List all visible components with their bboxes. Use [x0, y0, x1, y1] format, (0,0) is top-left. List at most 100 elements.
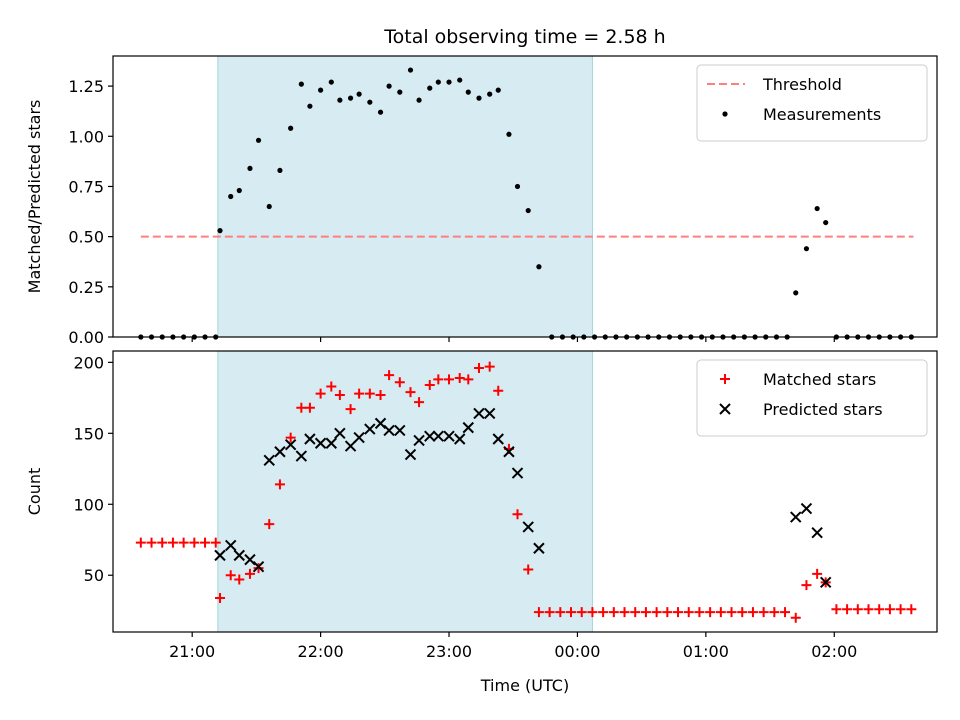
measurement-point — [435, 79, 441, 85]
axes-frame — [112, 55, 938, 338]
matched-star-point — [384, 370, 395, 381]
matched-star-point — [651, 607, 662, 618]
bottom-panel: 50 100 150 200 21:00 22:00 23:00 00:00 01:00 02:0… — [25, 350, 938, 695]
legend: Matched stars Predicted stars — [696, 359, 928, 437]
x-tick-label: 00:00 — [554, 642, 600, 661]
y-tick-label: 100 — [73, 495, 104, 514]
matched-star-point — [304, 402, 315, 413]
predicted-star-point — [274, 446, 286, 458]
matched-star-point — [555, 607, 566, 618]
matched-star-point — [747, 607, 758, 618]
predicted-star-point — [404, 448, 417, 461]
measurement-point — [793, 290, 799, 296]
measurement-point — [823, 219, 829, 226]
measurement-point — [367, 99, 373, 105]
matched-star-point — [737, 607, 748, 618]
predicted-star-point — [284, 438, 297, 451]
measurement-point — [495, 87, 501, 93]
predicted-star-point — [462, 421, 474, 434]
predicted-star-point — [413, 434, 425, 447]
matched-star-point — [146, 537, 157, 548]
matched-star-point — [790, 612, 801, 623]
measurement-point — [217, 228, 223, 234]
measurement-point — [803, 246, 810, 252]
predicted-star-point — [454, 433, 466, 445]
matched-star-point — [315, 388, 326, 399]
matched-star-point — [225, 570, 236, 581]
matched-star-point — [533, 607, 544, 618]
predicted-star-point — [295, 450, 308, 462]
matched-star-point — [454, 372, 465, 383]
matched-star-point — [375, 389, 386, 400]
predicted-star-point — [225, 539, 237, 552]
matched-star-point — [544, 607, 555, 618]
predicted-star-point — [533, 542, 545, 554]
legend-box — [696, 64, 928, 142]
chart-title: Total observing time = 2.58 h — [383, 26, 665, 48]
measurement-point — [356, 91, 362, 97]
predicted-star-point — [432, 430, 445, 442]
matched-star-point — [463, 374, 474, 385]
matched-star-point — [758, 607, 769, 618]
observing-window-shading — [217, 55, 593, 338]
predicted-star-point — [244, 553, 256, 566]
matched-star-point — [619, 607, 630, 618]
y-axis-label: Matched/Predicted stars — [25, 100, 44, 294]
matched-star-point — [326, 381, 337, 392]
matched-star-point — [673, 607, 684, 618]
x-axis-label: Time (UTC) — [480, 676, 569, 695]
predicted-star-point — [424, 430, 436, 442]
matched-star-point — [394, 377, 405, 388]
legend-predicted-swatch — [719, 403, 731, 415]
matched-star-point — [694, 607, 705, 618]
x-tick-label: 21:00 — [169, 642, 215, 661]
y-axis-label: Count — [25, 468, 44, 516]
matched-star-point — [424, 380, 435, 391]
legend-label: Threshold — [762, 75, 842, 94]
matched-star-point — [842, 604, 853, 615]
matched-star-point — [296, 402, 307, 413]
matched-star-point — [812, 568, 823, 579]
measurement-point — [416, 97, 422, 103]
matched-star-point — [726, 607, 737, 618]
measurement-point — [506, 131, 512, 137]
measurement-point — [318, 87, 324, 93]
matched-star-point — [274, 479, 285, 490]
observing-window-shading — [217, 350, 593, 633]
matched-star-point — [157, 537, 168, 548]
matched-star-point — [285, 432, 296, 443]
predicted-star-point — [819, 576, 832, 589]
x-tick-label: 02:00 — [811, 642, 857, 661]
matched-star-point — [523, 564, 534, 575]
predicted-star-point — [214, 549, 226, 562]
predicted-star-point — [790, 511, 802, 523]
matched-star-point — [354, 388, 365, 399]
matched-star-point — [874, 604, 885, 615]
measurement-point — [514, 183, 521, 190]
matched-star-point — [863, 604, 874, 615]
predicted-star-point — [344, 440, 357, 452]
matched-star-point — [852, 604, 863, 615]
predicted-star-point — [443, 430, 455, 442]
x-tick-label: 01:00 — [683, 642, 729, 661]
matched-star-point — [780, 607, 791, 618]
matched-star-point — [598, 607, 609, 618]
matched-star-point — [587, 607, 598, 618]
y-tick-label: 0.25 — [68, 278, 104, 297]
measurement-point — [288, 125, 294, 131]
measurement-point — [386, 83, 392, 89]
predicted-star-point — [800, 502, 813, 515]
matched-star-point — [662, 607, 673, 618]
measurement-point — [476, 95, 482, 101]
matched-star-point — [473, 363, 484, 374]
legend-label: Predicted stars — [763, 400, 883, 419]
matched-star-point — [630, 607, 641, 618]
measurement-point — [457, 77, 463, 83]
predicted-star-point — [511, 467, 524, 479]
predicted-star-point — [473, 407, 485, 420]
legend: Threshold Measurements — [696, 64, 928, 142]
legend-box — [696, 359, 928, 437]
matched-star-point — [234, 574, 245, 585]
measurement-point — [247, 165, 253, 171]
